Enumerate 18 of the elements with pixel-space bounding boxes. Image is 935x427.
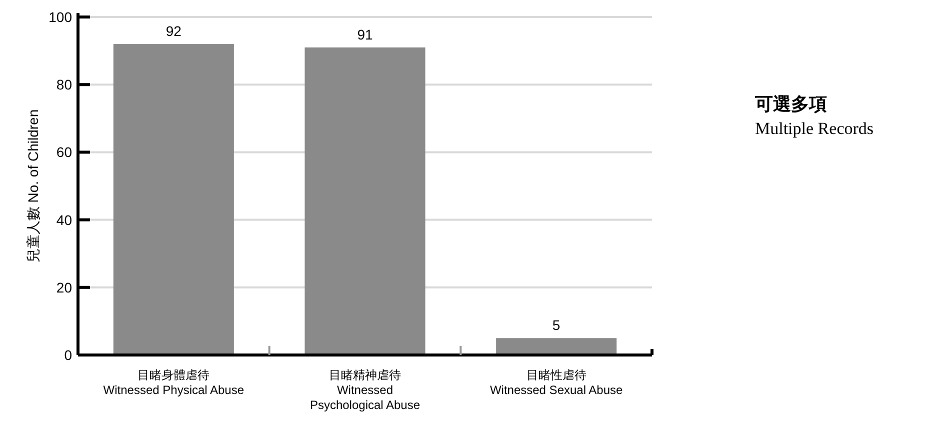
y-tick-label: 80 [56,76,72,93]
y-tick-label: 0 [64,347,72,363]
y-tick-label: 60 [56,144,72,160]
x-tick-label: 目睹精神虐待 Witnessed Psychological Abuse [310,368,420,412]
bar [113,44,234,355]
data-label: 5 [552,317,560,334]
text: Multiple Records [755,119,874,138]
data-label: 91 [357,26,373,42]
data-label: 92 [166,23,182,40]
x-tick-label: 目睹性虐待 Witnessed Sexual Abuse [490,368,624,397]
text: 可選多項 [754,94,827,114]
y-tick-label: 40 [56,212,72,228]
bar [496,338,617,355]
y-tick-label: 100 [48,9,72,25]
y-tick-label: 20 [56,279,72,296]
y-axis-title: 兒童人數 No. of Children [25,109,41,263]
x-tick-label: 目睹身體虐待 Witnessed Physical Abuse [103,368,244,397]
bar [304,47,426,355]
